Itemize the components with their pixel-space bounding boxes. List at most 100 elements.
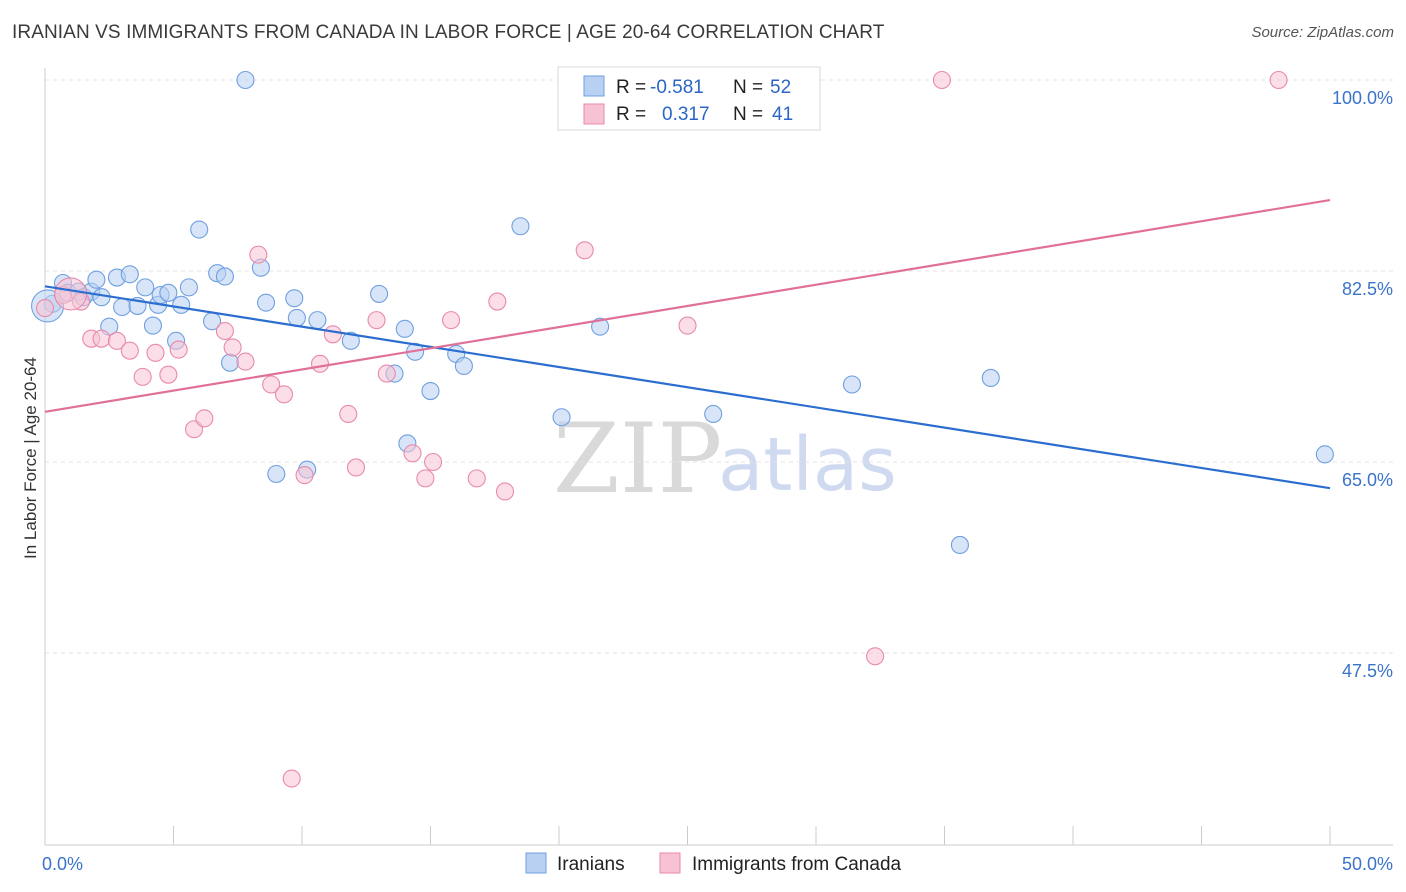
x-tick-labels: 0.0% 50.0% bbox=[42, 854, 1393, 874]
iranians-point-43 bbox=[511, 217, 530, 236]
legend-swatch-canada bbox=[583, 103, 605, 125]
canada-point-28 bbox=[416, 469, 435, 488]
canada-point-20 bbox=[295, 466, 314, 485]
iranians-point-35 bbox=[370, 284, 389, 303]
iranians-point-14 bbox=[136, 278, 155, 297]
canada-point-8 bbox=[146, 343, 165, 362]
bottom-legend-iranians: Iranians bbox=[557, 854, 625, 875]
canada-point-9 bbox=[159, 365, 178, 384]
canada-trend-line bbox=[44, 198, 1331, 413]
legend-box: R = -0.581 N = 52 R = 0.317 N = 41 bbox=[557, 66, 821, 131]
canada-point-35 bbox=[678, 316, 697, 335]
iranians-point-44 bbox=[552, 408, 571, 427]
trend-lines bbox=[44, 198, 1331, 490]
bottom-legend: Iranians Immigrants from Canada bbox=[525, 852, 902, 875]
iranians-point-45 bbox=[591, 317, 610, 336]
canada-point-26 bbox=[377, 364, 396, 383]
canada-point-10 bbox=[169, 340, 188, 359]
source-label: Source: ZipAtlas.com bbox=[1251, 24, 1394, 41]
legend-swatch-iranians bbox=[583, 75, 605, 97]
y-tick-label-2: 65.0% bbox=[1342, 470, 1393, 490]
canada-point-40 bbox=[54, 277, 88, 311]
canada-point-39 bbox=[1269, 70, 1288, 90]
canada-point-6 bbox=[120, 341, 139, 360]
legend-r-value-2: 0.317 bbox=[662, 104, 710, 125]
y-tick-label-0: 100.0% bbox=[1332, 88, 1393, 108]
iranians-point-29 bbox=[267, 464, 286, 484]
canada-point-14 bbox=[223, 338, 242, 357]
canada-point-37 bbox=[866, 647, 885, 666]
legend-r-value-1: -0.581 bbox=[650, 77, 704, 98]
iranians-point-22 bbox=[190, 220, 209, 239]
canada-point-4 bbox=[92, 329, 111, 348]
bottom-legend-swatch-canada bbox=[659, 852, 681, 874]
canada-point-25 bbox=[367, 311, 386, 330]
canada-point-30 bbox=[442, 311, 461, 330]
canada-point-27 bbox=[403, 444, 422, 463]
canada-point-31 bbox=[467, 469, 486, 488]
iranians-point-34 bbox=[341, 331, 360, 350]
canada-point-33 bbox=[495, 482, 515, 501]
legend-r-label-2: R = bbox=[616, 104, 646, 125]
iranians-point-33 bbox=[308, 311, 327, 330]
canada-point-32 bbox=[488, 292, 507, 311]
canada-point-5 bbox=[107, 331, 127, 350]
iranians-point-25 bbox=[215, 267, 234, 286]
legend-r-label-1: R = bbox=[616, 77, 646, 98]
watermark-zip: ZIP bbox=[553, 403, 722, 515]
iranians-trend-line bbox=[44, 285, 1331, 490]
canada-point-18 bbox=[274, 385, 294, 404]
canada-point-19 bbox=[282, 769, 301, 788]
canada-point-29 bbox=[424, 452, 443, 472]
y-tick-labels: 100.0% 82.5% 65.0% 47.5% bbox=[1332, 88, 1393, 681]
canada-point-7 bbox=[133, 367, 152, 386]
canada-point-24 bbox=[346, 458, 366, 477]
iranians-point-40 bbox=[421, 382, 440, 401]
iranians-point-49 bbox=[981, 368, 1000, 388]
x-tick-label-0: 0.0% bbox=[42, 854, 83, 874]
y-axis-label: In Labor Force | Age 20-64 bbox=[21, 357, 40, 559]
iranians-point-18 bbox=[159, 283, 178, 302]
canada-point-0 bbox=[35, 299, 55, 318]
canada-point-21 bbox=[310, 354, 330, 373]
iranians-point-50 bbox=[1315, 445, 1334, 464]
iranians-point-11 bbox=[113, 297, 132, 317]
bottom-legend-swatch-iranians bbox=[525, 852, 547, 874]
legend-n-value-2: 41 bbox=[772, 104, 793, 125]
iranians-point-7 bbox=[87, 270, 106, 289]
iranians-point-28 bbox=[256, 293, 276, 312]
watermark-atlas: atlas bbox=[718, 422, 897, 508]
iranians-point-47 bbox=[842, 375, 862, 394]
canada-point-13 bbox=[215, 321, 234, 341]
iranians-point-0 bbox=[236, 70, 255, 90]
legend-n-label-1: N = bbox=[733, 77, 763, 98]
canada-point-12 bbox=[195, 409, 214, 428]
canada-point-38 bbox=[932, 70, 951, 90]
canada-point-15 bbox=[236, 352, 255, 371]
legend-n-label-2: N = bbox=[733, 104, 763, 125]
chart-title: IRANIAN VS IMMIGRANTS FROM CANADA IN LAB… bbox=[12, 22, 885, 43]
bottom-legend-canada: Immigrants from Canada bbox=[692, 854, 902, 875]
canada-point-34 bbox=[575, 241, 594, 260]
legend-n-value-1: 52 bbox=[770, 77, 791, 98]
iranians-point-15 bbox=[143, 316, 162, 335]
iranians-point-30 bbox=[285, 289, 304, 308]
axes bbox=[44, 68, 1393, 846]
y-tick-label-3: 47.5% bbox=[1342, 661, 1393, 681]
canada-point-22 bbox=[323, 325, 342, 344]
iranians-point-21 bbox=[179, 278, 198, 297]
iranians-point-46 bbox=[704, 404, 723, 424]
canada-point-17 bbox=[262, 375, 281, 394]
iranians-point-12 bbox=[120, 265, 139, 284]
x-tick-label-1: 50.0% bbox=[1342, 854, 1393, 874]
canada-point-23 bbox=[339, 404, 358, 424]
iranians-point-20 bbox=[172, 295, 191, 314]
canada-point-16 bbox=[249, 245, 268, 264]
iranians-point-42 bbox=[454, 356, 473, 376]
iranians-point-26 bbox=[220, 353, 240, 372]
iranians-point-37 bbox=[395, 319, 414, 338]
canada-immigrants-points bbox=[35, 68, 1288, 788]
iranians-point-48 bbox=[950, 535, 969, 554]
y-tick-label-1: 82.5% bbox=[1342, 279, 1393, 299]
